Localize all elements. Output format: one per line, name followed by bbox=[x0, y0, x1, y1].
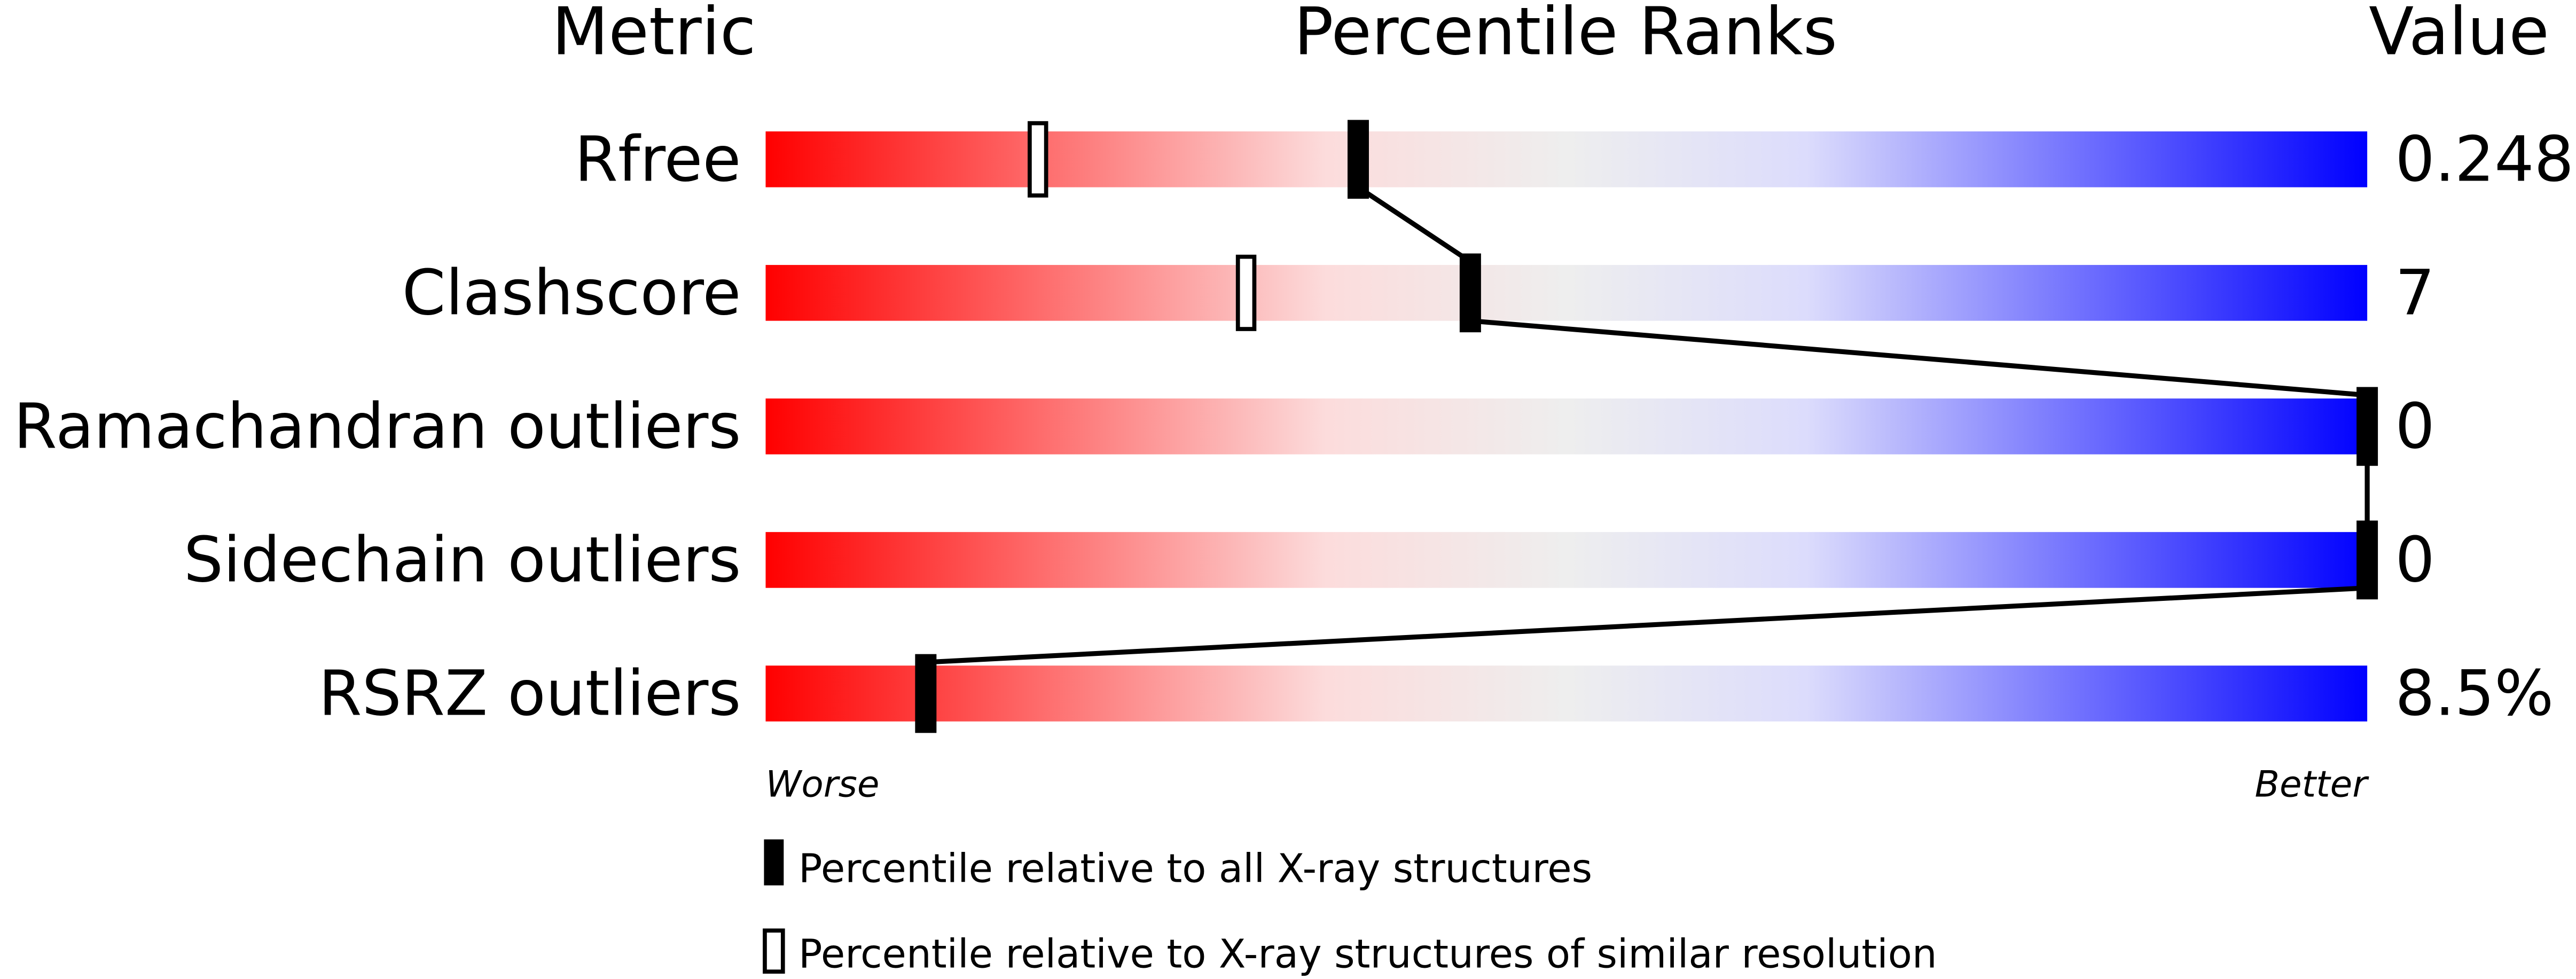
header-metric: Metric bbox=[552, 0, 756, 70]
percentile-bar bbox=[765, 665, 2368, 722]
axis-label-worse: Worse bbox=[765, 763, 879, 805]
legend-filled-marker-icon bbox=[764, 839, 784, 886]
marker-similar-resolution bbox=[1028, 121, 1048, 198]
percentile-bar bbox=[765, 131, 2368, 187]
marker-all-structures bbox=[1347, 120, 1369, 199]
marker-all-structures bbox=[2356, 387, 2378, 466]
percentile-bar bbox=[765, 265, 2368, 321]
metric-value: 0.248 bbox=[2395, 123, 2574, 195]
metric-value: 0 bbox=[2395, 523, 2434, 596]
header-percentile-ranks: Percentile Ranks bbox=[1294, 0, 1837, 70]
legend-label-similar: Percentile relative to X-ray structures … bbox=[798, 931, 1937, 977]
metric-value: 7 bbox=[2395, 256, 2434, 329]
metric-value: 0 bbox=[2395, 390, 2434, 463]
metric-label: Rfree bbox=[575, 123, 741, 195]
marker-similar-resolution bbox=[1235, 254, 1257, 331]
axis-label-better: Better bbox=[2255, 763, 2370, 805]
metric-label: Clashscore bbox=[402, 256, 741, 329]
legend-open-marker-icon bbox=[763, 928, 785, 974]
metric-label: RSRZ outliers bbox=[318, 657, 741, 730]
metric-value: 8.5% bbox=[2395, 657, 2554, 730]
legend-label-all: Percentile relative to all X-ray structu… bbox=[798, 846, 1592, 892]
connector-line bbox=[1470, 318, 2368, 398]
connector-line bbox=[926, 585, 2368, 665]
marker-all-structures bbox=[915, 654, 937, 733]
metric-label: Ramachandran outliers bbox=[13, 390, 741, 463]
header-value: Value bbox=[2369, 0, 2549, 70]
percentile-bar bbox=[765, 398, 2368, 455]
connector-line bbox=[1357, 185, 1472, 264]
percentile-bar bbox=[765, 532, 2368, 588]
metric-label: Sidechain outliers bbox=[184, 523, 741, 596]
